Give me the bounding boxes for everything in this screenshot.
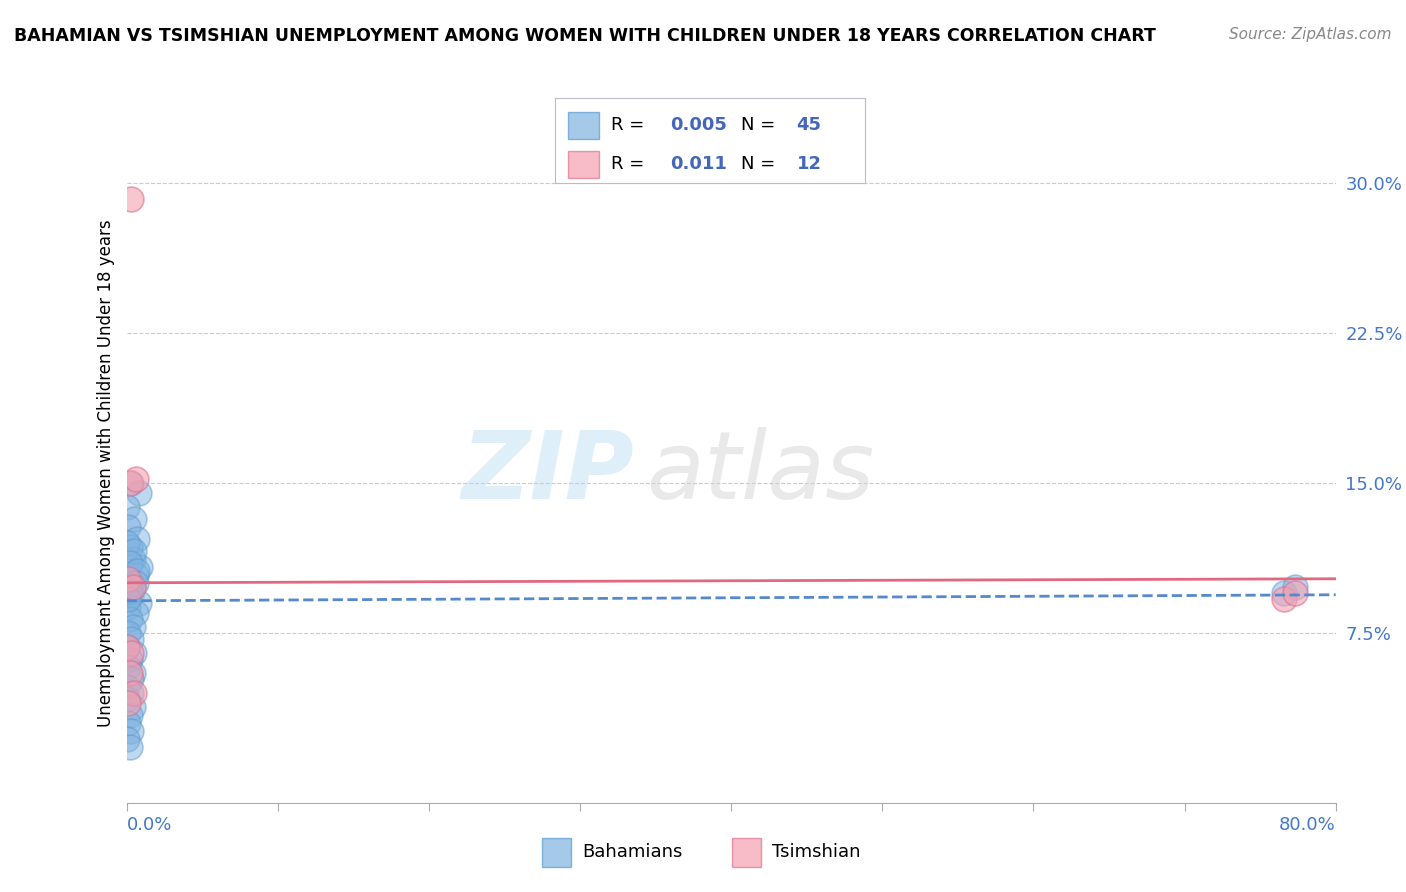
Point — [117, 625, 139, 640]
Point — [118, 540, 141, 554]
Point — [118, 556, 141, 570]
Point — [124, 575, 146, 590]
Point — [120, 588, 142, 602]
Text: 12: 12 — [797, 155, 821, 173]
Point — [120, 672, 142, 686]
Point — [124, 606, 146, 620]
Point — [117, 591, 139, 606]
Point — [121, 699, 143, 714]
Point — [121, 580, 143, 594]
Point — [1284, 580, 1306, 594]
Point — [117, 599, 139, 614]
Point — [122, 686, 145, 700]
Text: 0.005: 0.005 — [669, 116, 727, 134]
Point — [122, 512, 145, 526]
Point — [118, 707, 141, 722]
Point — [115, 691, 138, 706]
Point — [117, 715, 139, 730]
Point — [128, 596, 150, 610]
Text: N =: N = — [741, 116, 780, 134]
Point — [115, 640, 138, 654]
Point — [124, 567, 146, 582]
FancyBboxPatch shape — [568, 151, 599, 178]
Point — [120, 632, 142, 646]
Point — [120, 575, 142, 590]
Point — [1272, 586, 1295, 600]
Point — [117, 583, 139, 598]
Y-axis label: Unemployment Among Women with Children Under 18 years: Unemployment Among Women with Children U… — [97, 219, 115, 727]
Text: Tsimshian: Tsimshian — [772, 843, 860, 861]
Point — [1284, 586, 1306, 600]
Point — [118, 583, 141, 598]
Point — [129, 559, 152, 574]
Point — [1272, 591, 1295, 606]
Text: ZIP: ZIP — [461, 426, 634, 519]
Text: R =: R = — [612, 155, 655, 173]
Point — [117, 520, 139, 534]
Point — [118, 612, 141, 626]
Point — [122, 543, 145, 558]
Point — [121, 580, 143, 594]
Point — [120, 723, 142, 738]
Text: 80.0%: 80.0% — [1279, 816, 1336, 834]
Point — [115, 535, 138, 549]
Point — [120, 686, 142, 700]
Point — [128, 485, 150, 500]
Point — [122, 646, 145, 660]
Point — [118, 665, 141, 680]
Text: Bahamians: Bahamians — [582, 843, 682, 861]
Point — [124, 472, 146, 486]
Point — [115, 731, 138, 746]
Point — [117, 572, 139, 586]
Point — [118, 739, 141, 754]
Point — [118, 475, 141, 490]
Text: 0.011: 0.011 — [669, 155, 727, 173]
Text: BAHAMIAN VS TSIMSHIAN UNEMPLOYMENT AMONG WOMEN WITH CHILDREN UNDER 18 YEARS CORR: BAHAMIAN VS TSIMSHIAN UNEMPLOYMENT AMONG… — [14, 27, 1156, 45]
Point — [121, 551, 143, 566]
Point — [117, 696, 139, 710]
Point — [115, 640, 138, 654]
Text: Source: ZipAtlas.com: Source: ZipAtlas.com — [1229, 27, 1392, 42]
Point — [115, 680, 138, 694]
Point — [120, 192, 142, 206]
Point — [118, 652, 141, 666]
Text: N =: N = — [741, 155, 780, 173]
FancyBboxPatch shape — [731, 838, 761, 867]
Text: 45: 45 — [797, 116, 821, 134]
Point — [127, 532, 149, 546]
Text: atlas: atlas — [647, 427, 875, 518]
Point — [121, 665, 143, 680]
Point — [115, 500, 138, 514]
Point — [120, 475, 142, 490]
FancyBboxPatch shape — [568, 112, 599, 139]
Text: R =: R = — [612, 116, 650, 134]
Text: 0.0%: 0.0% — [127, 816, 172, 834]
Point — [120, 646, 142, 660]
Point — [121, 620, 143, 634]
Point — [117, 660, 139, 674]
Point — [127, 564, 149, 578]
FancyBboxPatch shape — [541, 838, 571, 867]
